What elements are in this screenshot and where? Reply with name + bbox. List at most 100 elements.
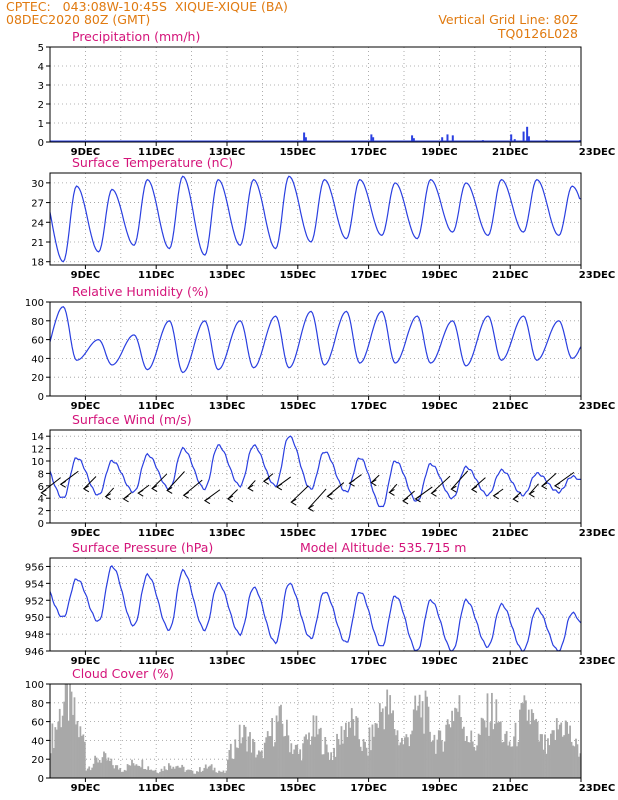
cloud-bar xyxy=(309,744,312,778)
header-right-2: TQ0126L028 xyxy=(497,26,578,41)
cloud-bar xyxy=(129,765,132,778)
cloud-bar xyxy=(172,766,175,778)
cloud-bar xyxy=(418,694,421,778)
x-tick-label: 9DEC xyxy=(71,147,100,158)
x-tick-label: 11DEC xyxy=(138,147,174,158)
cloud-bar xyxy=(552,730,555,778)
cloud-bar xyxy=(406,737,409,778)
wind-arrow-head xyxy=(326,493,333,500)
cloud-bar xyxy=(411,730,414,778)
cloud-bar xyxy=(113,768,116,778)
cloud-bar xyxy=(204,764,207,778)
wind-arrow-head xyxy=(370,479,377,487)
wind-arrow-head xyxy=(151,485,158,492)
x-tick-label: 15DEC xyxy=(280,401,316,412)
panel-title: Relative Humidity (%) xyxy=(72,284,209,299)
wind-arrow-head xyxy=(512,495,519,503)
cloud-bar xyxy=(222,770,225,778)
cloud-bar xyxy=(79,726,82,778)
cloud-bar xyxy=(263,742,266,778)
x-tick-label: 17DEC xyxy=(350,656,386,667)
cloud-bar xyxy=(336,733,338,778)
cloud-bar xyxy=(560,722,563,778)
cloud-bar xyxy=(339,744,341,778)
cloud-bar xyxy=(262,758,265,778)
cloud-bar xyxy=(383,729,386,778)
cloud-bar xyxy=(374,723,377,778)
x-tick-label: 13DEC xyxy=(209,656,245,667)
cloud-bar xyxy=(269,736,272,778)
cloud-bar xyxy=(225,770,228,778)
plot-frame xyxy=(49,46,582,143)
cloud-bar xyxy=(390,713,393,778)
precip-bar xyxy=(441,137,444,142)
cloud-bar xyxy=(496,722,499,778)
y-tick-label: 30 xyxy=(31,179,44,190)
y-tick-label: 18 xyxy=(31,258,44,269)
x-tick-label: 17DEC xyxy=(350,401,386,412)
wind-arrow xyxy=(389,483,398,493)
cloud-bar xyxy=(333,747,335,778)
cloud-bar xyxy=(252,738,254,778)
cloud-bar xyxy=(147,766,150,778)
cloud-bar xyxy=(358,739,361,778)
wind-arrow-head xyxy=(137,489,144,497)
cloud-bar xyxy=(95,757,98,778)
cloud-bar xyxy=(61,715,64,778)
cloud-bar xyxy=(579,753,582,778)
cloud-bar xyxy=(381,708,384,778)
x-tick-label: 21DEC xyxy=(492,147,528,158)
x-tick-label: 9DEC xyxy=(71,528,100,539)
cloud-bar xyxy=(277,721,279,778)
y-tick-label: 4 xyxy=(38,494,44,505)
cloud-bar xyxy=(432,740,434,778)
cloud-bar xyxy=(137,765,139,778)
header-left-1: CPTEC: 043:08W-10:45S XIQUE-XIQUE (BA) xyxy=(6,0,288,14)
cloud-bar xyxy=(322,754,325,778)
panel-press: 946 948 950 952 954 956 9DEC 11DEC 13DEC 15DEC 17D… xyxy=(25,540,615,667)
cloud-bar xyxy=(567,733,570,778)
cloud-bar xyxy=(203,767,206,778)
wind-arrow xyxy=(308,488,327,509)
cloud-bar xyxy=(228,749,231,778)
wind-arrow xyxy=(431,475,451,494)
y-tick-label: 14 xyxy=(31,432,44,443)
cloud-bar xyxy=(197,771,200,778)
cloud-bar xyxy=(178,767,181,778)
panel-title: Surface Wind (m/s) xyxy=(72,412,192,427)
cloud-bar xyxy=(224,772,226,778)
wind-arrow xyxy=(183,479,203,496)
y-tick-label: 8 xyxy=(38,469,44,480)
cloud-bar xyxy=(442,751,445,778)
cloud-bar xyxy=(266,731,269,778)
cloud-bar xyxy=(470,730,473,778)
y-tick-label: 21 xyxy=(31,238,44,249)
cloud-bar xyxy=(340,726,343,778)
cloud-bar xyxy=(70,691,73,778)
cloud-bar xyxy=(110,758,113,778)
cloud-bar xyxy=(57,721,60,778)
cloud-bar xyxy=(488,735,490,778)
cloud-bar xyxy=(316,734,319,778)
cloud-bar xyxy=(272,746,275,778)
cloud-bar xyxy=(190,769,192,778)
y-tick-label: 20 xyxy=(31,755,44,766)
cloud-bar xyxy=(563,735,566,778)
cloud-bar xyxy=(480,717,483,778)
x-tick-label: 13DEC xyxy=(209,528,245,539)
wind-arrow-head xyxy=(290,498,297,506)
x-tick-label: 19DEC xyxy=(421,147,457,158)
x-tick-label: 13DEC xyxy=(209,783,245,794)
cloud-bar xyxy=(109,761,111,778)
cloud-bar xyxy=(330,752,333,778)
y-tick-label: 0 xyxy=(38,519,44,530)
x-tick-label: 11DEC xyxy=(138,783,174,794)
x-tick-label: 17DEC xyxy=(350,528,386,539)
cloud-bar xyxy=(547,738,549,778)
cloud-bar xyxy=(446,719,449,778)
cloud-bar xyxy=(288,752,291,778)
cloud-bar xyxy=(134,765,136,778)
temp-series-line xyxy=(49,175,582,263)
cloud-bar xyxy=(343,729,346,778)
